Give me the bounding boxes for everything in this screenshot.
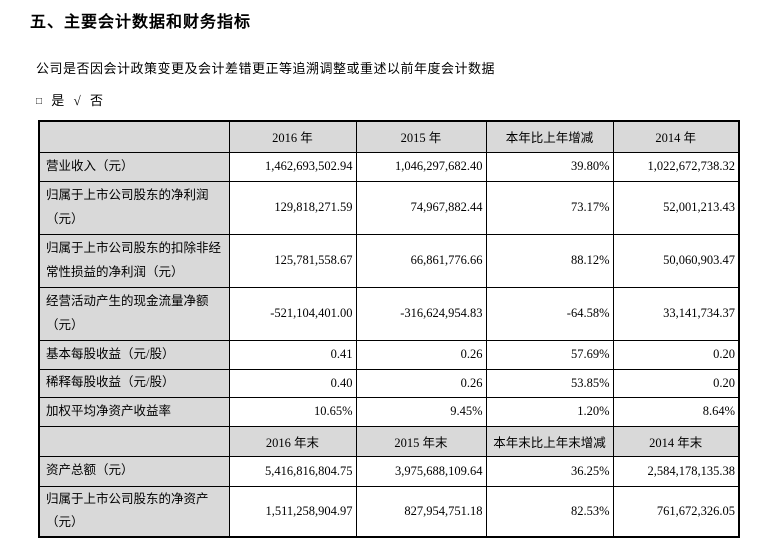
row-label: 经营活动产生的现金流量净额（元） [38,286,230,341]
cell-2014: 0.20 [612,368,740,398]
cell-2015: 66,861,776.66 [355,233,487,288]
cell-2016: 0.41 [228,339,357,370]
row-label: 营业收入（元） [38,151,230,182]
table-corner-cell [38,120,230,153]
cell-2015: 827,954,751.18 [355,485,487,538]
header-2014-eoy: 2014 年末 [612,425,740,457]
cell-change: 73.17% [485,180,614,235]
cell-2014: 50,060,903.47 [612,233,740,288]
eoy-header-row: 2016 年末 2015 年末 本年末比上年末增减 2014 年末 [38,425,740,457]
option-no-label: 否 [89,93,103,108]
checkmark-icon: √ [73,93,81,108]
row-label: 基本每股收益（元/股） [38,339,230,370]
cell-2014: 33,141,734.37 [612,286,740,341]
cell-2015: 74,967,882.44 [355,180,487,235]
cell-2015: 1,046,297,682.40 [355,151,487,182]
cell-2014: 0.20 [612,339,740,370]
cell-change: 39.80% [485,151,614,182]
table-row-revenue: 营业收入（元） 1,462,693,502.94 1,046,297,682.4… [38,151,740,182]
annual-header-row: 2016 年 2015 年 本年比上年增减 2014 年 [38,120,740,153]
row-label: 归属于上市公司股东的净利润（元） [38,180,230,235]
cell-2016: 10.65% [228,396,357,427]
cell-2014: 8.64% [612,396,740,427]
cell-change: 1.20% [485,396,614,427]
section-title: 五、主要会计数据和财务指标 [30,12,252,31]
header-2014: 2014 年 [612,120,740,153]
cell-change: 53.85% [485,368,614,398]
checkbox-unchecked-icon: □ [36,96,43,107]
cell-2016: 1,511,258,904.97 [228,485,357,538]
answer-options: □ 是 √ 否 [36,90,775,109]
table-row-diluted-eps: 稀释每股收益（元/股） 0.40 0.26 53.85% 0.20 [38,368,740,398]
cell-2015: 9.45% [355,396,487,427]
cell-2015: 0.26 [355,368,487,398]
cell-2014: 761,672,326.05 [612,485,740,538]
table-row-total-assets: 资产总额（元） 5,416,816,804.75 3,975,688,109.6… [38,455,740,487]
cell-2016: 5,416,816,804.75 [228,455,357,487]
header-2015: 2015 年 [355,120,487,153]
cell-2016: -521,104,401.00 [228,286,357,341]
header-change: 本年比上年增减 [485,120,614,153]
row-label: 资产总额（元） [38,455,230,487]
row-label: 稀释每股收益（元/股） [38,368,230,398]
cell-2014: 52,001,213.43 [612,180,740,235]
cell-2016: 125,781,558.67 [228,233,357,288]
table-row-net-profit-excl-nonrecurring: 归属于上市公司股东的扣除非经常性损益的净利润（元） 125,781,558.67… [38,233,740,288]
cell-change: 82.53% [485,485,614,538]
table-row-basic-eps: 基本每股收益（元/股） 0.41 0.26 57.69% 0.20 [38,339,740,370]
cell-2015: 3,975,688,109.64 [355,455,487,487]
row-label: 归属于上市公司股东的扣除非经常性损益的净利润（元） [38,233,230,288]
cell-2016: 129,818,271.59 [228,180,357,235]
row-label: 加权平均净资产收益率 [38,396,230,427]
row-label: 归属于上市公司股东的净资产（元） [38,485,230,538]
cell-2016: 0.40 [228,368,357,398]
table-corner-cell [38,425,230,457]
header-2016: 2016 年 [228,120,357,153]
table-row-operating-cash-flow: 经营活动产生的现金流量净额（元） -521,104,401.00 -316,62… [38,286,740,341]
option-yes-label: 是 [51,93,65,108]
cell-2015: 0.26 [355,339,487,370]
cell-change: 57.69% [485,339,614,370]
cell-change: 36.25% [485,455,614,487]
table-row-net-assets: 归属于上市公司股东的净资产（元） 1,511,258,904.97 827,95… [38,485,740,538]
header-2016-eoy: 2016 年末 [228,425,357,457]
cell-change: 88.12% [485,233,614,288]
table-row-weighted-roe: 加权平均净资产收益率 10.65% 9.45% 1.20% 8.64% [38,396,740,427]
restatement-question: 公司是否因会计政策变更及会计差错更正等追溯调整或重述以前年度会计数据 [36,61,496,76]
cell-change: -64.58% [485,286,614,341]
cell-2016: 1,462,693,502.94 [228,151,357,182]
cell-2014: 2,584,178,135.38 [612,455,740,487]
header-change-eoy: 本年末比上年末增减 [485,425,614,457]
cell-2015: -316,624,954.83 [355,286,487,341]
header-2015-eoy: 2015 年末 [355,425,487,457]
table-row-net-profit: 归属于上市公司股东的净利润（元） 129,818,271.59 74,967,8… [38,180,740,235]
cell-2014: 1,022,672,738.32 [612,151,740,182]
key-financials-table: 2016 年 2015 年 本年比上年增减 2014 年 营业收入（元） 1,4… [38,120,740,538]
